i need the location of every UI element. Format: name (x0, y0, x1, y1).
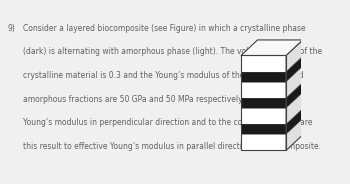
Polygon shape (286, 109, 303, 134)
Polygon shape (241, 98, 286, 108)
Text: Consider a layered biocomposite (see Figure) in which a crystalline phase: Consider a layered biocomposite (see Fig… (23, 24, 306, 33)
Polygon shape (241, 82, 286, 98)
Polygon shape (241, 72, 286, 82)
Text: (dark) is alternating with amorphous phase (light). The volume fraction of the: (dark) is alternating with amorphous pha… (23, 47, 322, 56)
Text: 9): 9) (7, 24, 15, 33)
Polygon shape (286, 82, 303, 108)
Polygon shape (241, 124, 286, 134)
Polygon shape (286, 119, 303, 151)
Text: amorphous fractions are 50 GPa and 50 MPa respectively. Find effective: amorphous fractions are 50 GPa and 50 MP… (23, 95, 298, 104)
Polygon shape (241, 40, 303, 56)
Text: Young’s modulus in perpendicular direction and to the composite. Compare: Young’s modulus in perpendicular directi… (23, 118, 313, 128)
Text: this result to effective Young’s modulus in parallel direction to the composite.: this result to effective Young’s modulus… (23, 142, 321, 151)
Polygon shape (241, 134, 286, 151)
Text: crystalline material is 0.3 and the Young’s modulus of the crystalline and: crystalline material is 0.3 and the Youn… (23, 71, 304, 80)
Polygon shape (286, 56, 303, 82)
Polygon shape (286, 40, 303, 72)
Polygon shape (241, 108, 286, 124)
Polygon shape (286, 66, 303, 98)
Polygon shape (286, 92, 303, 124)
Polygon shape (241, 56, 286, 72)
